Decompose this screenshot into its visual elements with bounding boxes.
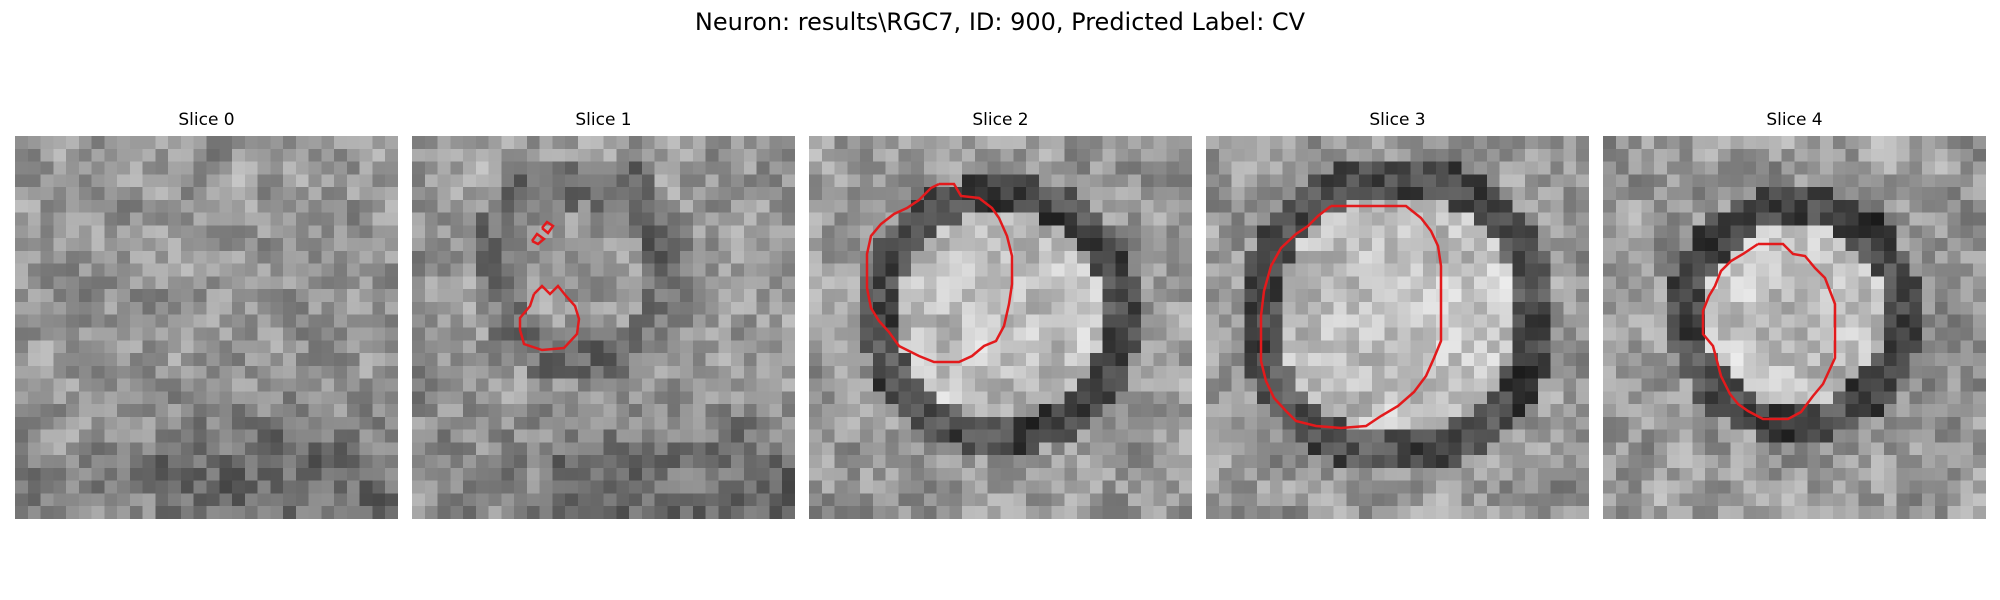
slice-title-0: Slice 0: [178, 110, 235, 130]
slice-title-4: Slice 4: [1766, 110, 1823, 130]
slice-panel-4: Slice 4: [1603, 110, 1986, 519]
segmentation-contour-4: [1701, 242, 1837, 421]
figure-title: Neuron: results\RGC7, ID: 900, Predicted…: [694, 8, 1306, 36]
slice-image-1: [412, 136, 795, 519]
slice-panel-2: Slice 2: [809, 110, 1192, 519]
slice-title-1: Slice 1: [575, 110, 632, 130]
segmentation-contour-1: [518, 220, 581, 352]
slice-image-3: [1206, 136, 1589, 519]
slice-panel-3: Slice 3: [1206, 110, 1589, 519]
segmentation-contour-3: [1259, 204, 1443, 430]
slice-image-0: [15, 136, 398, 519]
slice-title-2: Slice 2: [972, 110, 1029, 130]
slice-title-3: Slice 3: [1369, 110, 1426, 130]
slice-image-4: [1603, 136, 1986, 519]
slice-panel-1: Slice 1: [412, 110, 795, 519]
slice-image-2: [809, 136, 1192, 519]
slice-panel-0: Slice 0: [15, 110, 398, 519]
segmentation-contour-2: [865, 182, 1014, 364]
